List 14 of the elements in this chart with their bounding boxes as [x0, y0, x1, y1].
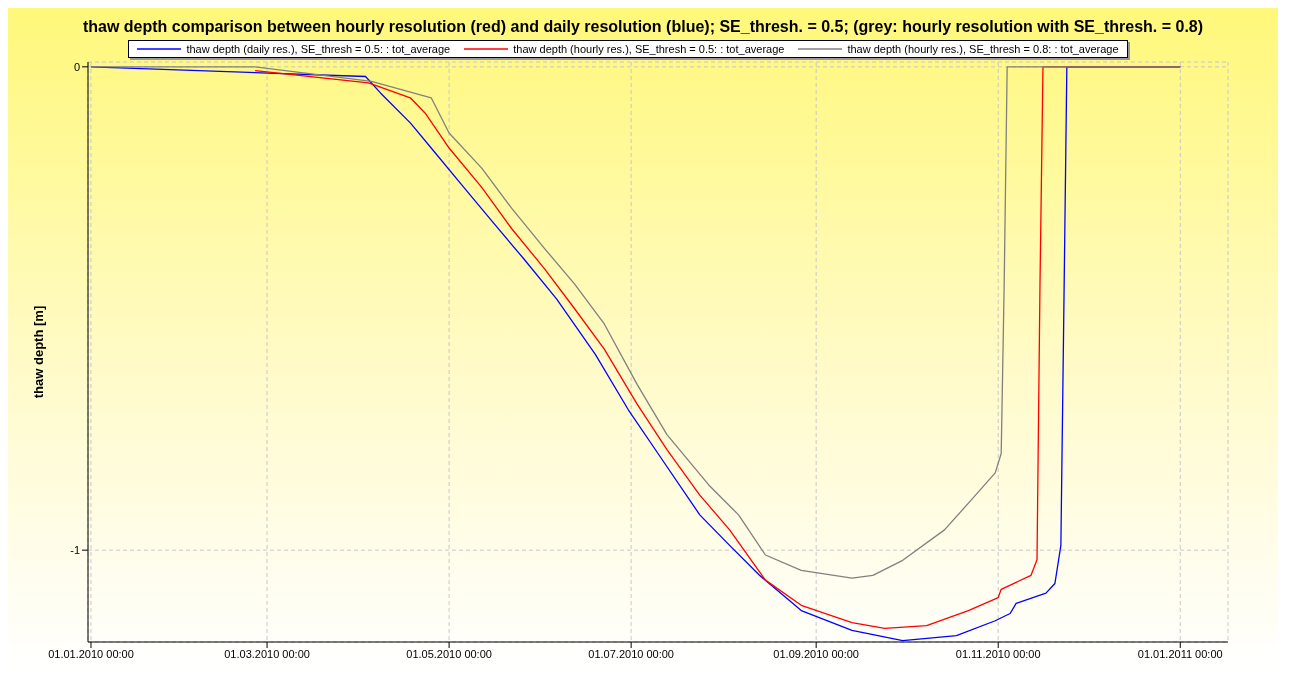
y-tick-label: -1 — [70, 544, 80, 557]
x-tick-label: 01.09.2010 00:00 — [773, 647, 859, 660]
y-axis-title: thaw depth [m] — [30, 305, 46, 399]
x-tick-label: 01.07.2010 00:00 — [588, 647, 674, 660]
x-tick-label: 01.01.2011 00:00 — [1137, 647, 1223, 660]
y-tick-label: 0 — [73, 60, 80, 73]
legend-label: thaw depth (hourly res.), SE_thresh = 0.8: : tot_average — [847, 43, 1119, 55]
x-tick-label: 01.11.2010 00:00 — [955, 647, 1041, 660]
legend-label: thaw depth (hourly res.), SE_thresh = 0.5: : tot_average — [513, 43, 785, 55]
x-tick-label: 01.03.2010 00:00 — [224, 647, 310, 660]
x-tick-label: 01.01.2010 00:00 — [48, 647, 134, 660]
chart-title: thaw depth comparison between hourly resolution (red) and daily resolution (blue); SE_thresh. = 0.5; (grey: hourly resolution with SE_thresh. = 0.8) — [81, 17, 1205, 37]
x-tick-label: 01.05.2010 00:00 — [406, 647, 492, 660]
legend-label: thaw depth (daily res.), SE_thresh = 0.5: : tot_average — [186, 43, 451, 55]
